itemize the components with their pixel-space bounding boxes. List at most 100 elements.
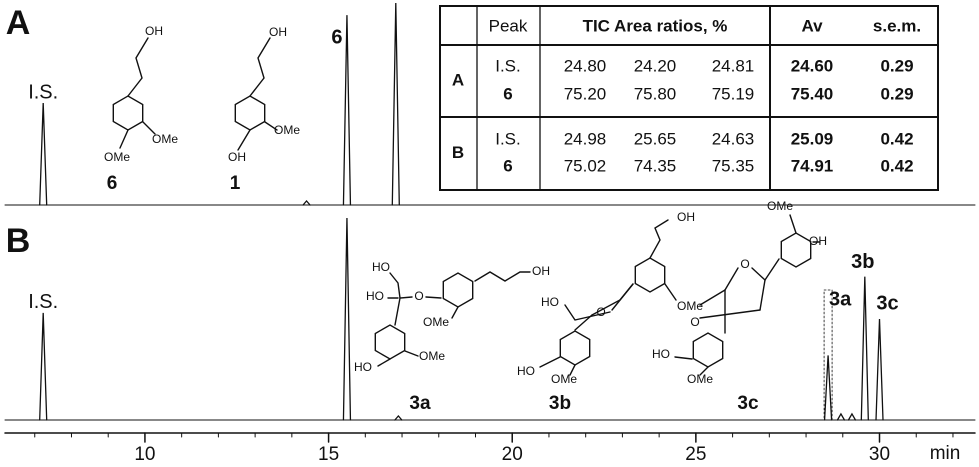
atom-label: OH xyxy=(228,150,246,164)
atom-label: OMe xyxy=(767,199,793,213)
bond xyxy=(699,289,726,306)
structure xyxy=(674,214,821,376)
structure xyxy=(234,37,278,151)
table-cell: 74.91 xyxy=(791,156,834,175)
compound-number: 6 xyxy=(107,173,118,194)
bond xyxy=(591,283,634,316)
peak xyxy=(860,276,869,421)
x-tick-label: 20 xyxy=(502,444,523,465)
bond xyxy=(664,283,677,301)
minor-peak xyxy=(302,199,311,206)
atom-label: HO xyxy=(517,364,535,378)
bond xyxy=(724,267,739,291)
peak xyxy=(391,2,400,206)
x-tick-label: 30 xyxy=(869,444,890,465)
atom-label: HO xyxy=(366,289,384,303)
peak xyxy=(823,355,833,421)
table-cell: 0.29 xyxy=(880,84,913,103)
peak xyxy=(342,15,352,206)
table-cell: 0.42 xyxy=(880,156,913,175)
bond xyxy=(451,306,459,319)
atom-label: O xyxy=(596,305,605,319)
table-cell: 74.35 xyxy=(634,156,677,175)
table-cell: 24.20 xyxy=(634,56,677,75)
table-cell: 75.40 xyxy=(791,84,834,103)
table-cell: 75.80 xyxy=(634,84,677,103)
panel-label: A xyxy=(6,4,31,42)
bond xyxy=(649,219,669,259)
table-cell: 25.09 xyxy=(791,129,834,148)
atom-label: O xyxy=(740,257,749,271)
compound-number: 3c xyxy=(737,393,759,414)
atom-label: OH xyxy=(145,24,163,38)
table-cell: 75.19 xyxy=(712,84,755,103)
table-header: s.e.m. xyxy=(873,16,921,35)
minor-peak xyxy=(394,414,403,421)
table-header: TIC Area ratios, % xyxy=(583,16,728,35)
table-cell: 75.20 xyxy=(564,84,607,103)
ring xyxy=(634,257,666,293)
atom-label: OH xyxy=(269,25,287,39)
minor-peak xyxy=(836,412,846,421)
structure xyxy=(112,37,156,149)
group-label: A xyxy=(452,70,464,89)
bond xyxy=(539,356,561,368)
table-frame xyxy=(439,5,939,191)
ring xyxy=(374,324,406,360)
atom-label: OMe xyxy=(274,123,300,137)
table-cell: 25.65 xyxy=(634,129,677,148)
bond xyxy=(119,129,129,149)
minor-peak xyxy=(847,412,857,421)
x-tick-label: 15 xyxy=(318,444,339,465)
bond xyxy=(404,350,419,357)
table-header: Av xyxy=(801,16,823,35)
atom-label: OMe xyxy=(677,299,703,313)
peak xyxy=(39,312,48,421)
atom-label: HO xyxy=(372,260,390,274)
ring xyxy=(559,330,591,366)
bond xyxy=(394,296,413,326)
bond xyxy=(569,364,576,376)
x-tick-label: 10 xyxy=(134,444,155,465)
table-cell: 6 xyxy=(503,84,512,103)
peak-label: 3b xyxy=(851,251,874,273)
table-cell: 24.63 xyxy=(712,129,755,148)
peak xyxy=(39,102,48,206)
bond xyxy=(674,356,693,360)
peak-label: I.S. xyxy=(28,81,58,103)
compound-number: 3a xyxy=(409,393,431,414)
highlight-box xyxy=(823,289,833,421)
bond xyxy=(264,121,278,131)
peak-label: 3a xyxy=(829,289,852,311)
x-tick-label: 25 xyxy=(685,444,706,465)
bond xyxy=(474,271,531,282)
bond xyxy=(574,314,593,331)
group-label: B xyxy=(452,143,464,162)
atom-label: OMe xyxy=(423,315,449,329)
bond xyxy=(377,358,391,367)
table-cell: 24.60 xyxy=(791,56,834,75)
bond xyxy=(789,214,797,234)
peak-label: I.S. xyxy=(28,291,58,313)
peak-label: 3c xyxy=(876,292,898,314)
table-cell: 0.42 xyxy=(880,129,913,148)
atom-label: OMe xyxy=(104,150,130,164)
ring xyxy=(234,95,266,131)
table-cell: 0.29 xyxy=(880,56,913,75)
atom-label: HO xyxy=(652,347,670,361)
table-cell: I.S. xyxy=(495,129,521,148)
peak xyxy=(875,318,884,421)
x-axis-label: min xyxy=(930,443,961,464)
table-cell: 75.02 xyxy=(564,156,607,175)
bond xyxy=(699,309,761,319)
table-cell: 75.35 xyxy=(712,156,755,175)
atom-label: O xyxy=(414,289,423,303)
bond xyxy=(564,304,611,321)
atom-label: HO xyxy=(541,295,559,309)
peak xyxy=(342,217,352,421)
atom-label: O xyxy=(690,315,699,329)
bond xyxy=(751,267,766,281)
table-cell: 6 xyxy=(503,156,512,175)
